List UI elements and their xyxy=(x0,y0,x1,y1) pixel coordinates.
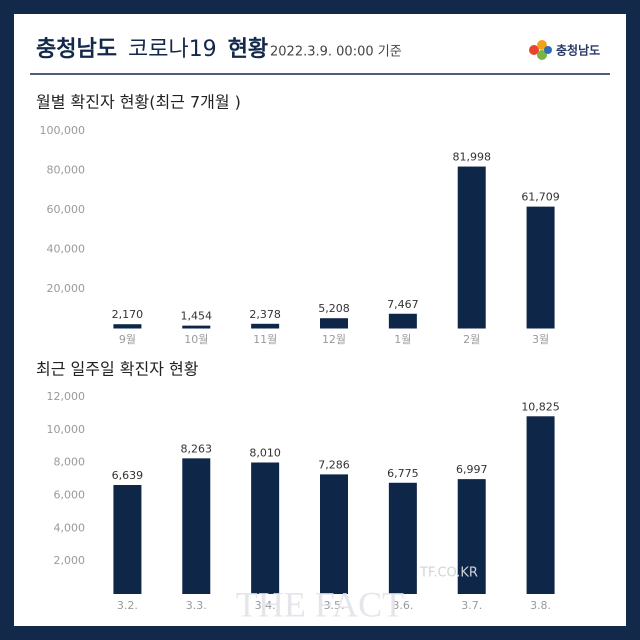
bar xyxy=(182,458,211,594)
y-tick-label: 10,000 xyxy=(47,423,86,436)
bar xyxy=(320,318,348,329)
x-tick-label: 11월 xyxy=(253,333,277,346)
y-tick-label: 20,000 xyxy=(47,282,86,295)
y-tick-label: 80,000 xyxy=(47,164,86,177)
x-tick-label: 9월 xyxy=(119,333,136,346)
date: 2022.3.9. 00:00 기준 xyxy=(270,45,402,60)
y-tick-label: 8,000 xyxy=(54,456,86,469)
bar xyxy=(113,485,142,594)
bar xyxy=(113,324,142,329)
value-label: 61,709 xyxy=(521,191,560,204)
bar xyxy=(526,206,555,329)
y-tick-label: 40,000 xyxy=(47,243,86,256)
logo-petal xyxy=(529,45,539,55)
value-label: 5,208 xyxy=(318,302,350,315)
bar xyxy=(388,482,417,594)
x-tick-label: 3.5. xyxy=(324,599,345,612)
watermark-brand: THE FACT xyxy=(236,584,404,624)
chart-title: 월별 확진자 현황(최근 7개월 ) xyxy=(36,93,241,112)
value-label: 2,378 xyxy=(249,308,281,321)
x-tick-label: 3월 xyxy=(532,333,549,346)
value-label: 6,997 xyxy=(456,463,488,476)
value-label: 8,010 xyxy=(249,447,281,460)
title: 충청남도 코로나19 현황 xyxy=(36,37,268,62)
x-tick-label: 10월 xyxy=(184,333,208,346)
value-label: 1,454 xyxy=(181,310,213,323)
x-tick-label: 3.8. xyxy=(530,599,551,612)
value-label: 10,825 xyxy=(521,400,560,413)
watermark-site: TF.CO.KR xyxy=(419,566,478,581)
title-part: 충청남도 xyxy=(36,37,117,62)
y-tick-label: 4,000 xyxy=(54,521,86,534)
x-tick-label: 3.6. xyxy=(392,599,413,612)
y-tick-label: 12,000 xyxy=(47,390,86,403)
logo-petal xyxy=(544,46,552,54)
x-tick-label: 3.2. xyxy=(117,599,138,612)
x-tick-label: 12월 xyxy=(322,333,346,346)
title-part: 코로나19 xyxy=(128,37,217,62)
x-tick-label: 3.7. xyxy=(461,599,482,612)
bar xyxy=(320,474,348,594)
logo: 충청남도 xyxy=(529,40,600,60)
logo-petal xyxy=(537,50,547,60)
value-label: 7,286 xyxy=(318,458,350,471)
value-label: 2,170 xyxy=(112,308,144,321)
bar xyxy=(251,462,280,594)
x-tick-label: 2월 xyxy=(463,333,480,346)
value-label: 8,263 xyxy=(181,442,213,455)
title-part: 현황 xyxy=(228,37,268,62)
value-label: 81,998 xyxy=(452,151,491,164)
bar xyxy=(388,313,417,329)
bar xyxy=(251,323,280,329)
bar xyxy=(182,325,211,329)
y-tick-label: 100,000 xyxy=(40,124,86,137)
value-label: 6,639 xyxy=(112,469,144,482)
x-tick-label: 1월 xyxy=(394,333,411,346)
logo-text: 충청남도 xyxy=(556,43,600,58)
logo-petal xyxy=(537,40,547,50)
x-tick-label: 3.4. xyxy=(255,599,276,612)
bar xyxy=(457,479,486,594)
bar xyxy=(457,166,486,329)
bar xyxy=(526,416,555,594)
value-label: 6,775 xyxy=(387,467,419,480)
chart-title: 최근 일주일 확진자 현황 xyxy=(36,360,199,379)
x-tick-label: 3.3. xyxy=(186,599,207,612)
y-tick-label: 60,000 xyxy=(47,203,86,216)
y-tick-label: 2,000 xyxy=(54,554,86,567)
value-label: 7,467 xyxy=(387,298,419,311)
y-tick-label: 6,000 xyxy=(54,489,86,502)
